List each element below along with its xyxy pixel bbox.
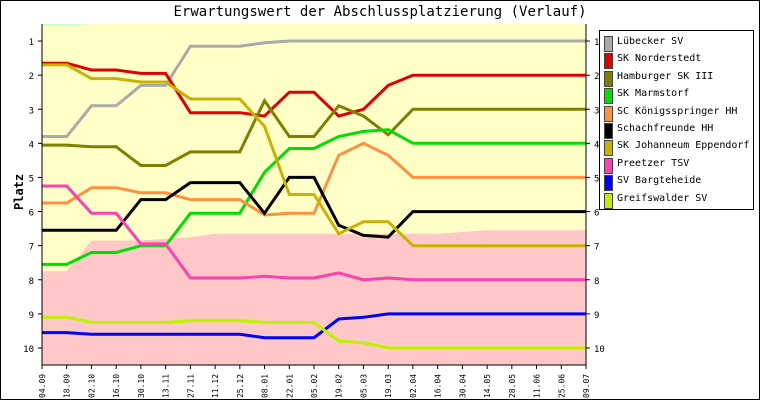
series-line-10 bbox=[42, 315, 586, 350]
legend-label: SK Johanneum Eppendorf bbox=[617, 140, 750, 152]
y-tick-label-right: 2 bbox=[594, 72, 599, 82]
x-tick-label: 25.12 bbox=[236, 374, 245, 398]
y-tick-label-right: 7 bbox=[594, 243, 599, 253]
legend-swatch bbox=[604, 70, 613, 87]
y-tick-label-right: 6 bbox=[594, 209, 599, 219]
legend-label: Preetzer TSV bbox=[617, 157, 690, 169]
series-line-9 bbox=[42, 312, 586, 340]
legend-swatch bbox=[604, 157, 613, 174]
axes: 1 1 2 2 3 3 4 4 5 5 6 6 7 7 8 8 9 9 10 10 04.09 18.09 02.10 16.… bbox=[23, 24, 605, 398]
x-tick-label: 13.11 bbox=[162, 374, 171, 398]
x-tick-label: 04.09 bbox=[38, 374, 47, 398]
x-tick-label: 05.02 bbox=[310, 374, 319, 398]
legend-item: SK Johanneum Eppendorf bbox=[604, 138, 754, 157]
x-tick-label: 05.03 bbox=[359, 374, 368, 398]
legend-item: SK Norderstedt bbox=[604, 51, 754, 70]
legend: Lübecker SV SK Norderstedt Hamburger SK II… bbox=[599, 30, 754, 210]
legend-item: SC Königsspringer HH bbox=[604, 104, 754, 122]
legend-item: SV Bargteheide bbox=[604, 173, 754, 192]
chart-title: Erwartungswert der Abschlussplatzierung … bbox=[173, 4, 587, 20]
series-line-2 bbox=[42, 61, 586, 118]
x-tick-label: 30.10 bbox=[137, 374, 146, 398]
x-tick-label: 02.10 bbox=[87, 374, 96, 398]
y-tick-label-right: 8 bbox=[594, 277, 599, 287]
legend-swatch bbox=[604, 53, 613, 70]
y-tick-label: 6 bbox=[29, 209, 34, 219]
x-tick-label: 08.01 bbox=[261, 374, 270, 398]
legend-swatch bbox=[604, 36, 613, 52]
y-tick-label: 10 bbox=[23, 345, 34, 355]
x-tick-label: 28.05 bbox=[508, 374, 517, 398]
series-line-5 bbox=[42, 141, 586, 217]
legend-label: Schachfreunde HH bbox=[617, 123, 714, 134]
legend-swatch bbox=[604, 175, 613, 192]
y-tick-label-right: 9 bbox=[594, 311, 599, 321]
series-line-7 bbox=[42, 63, 586, 248]
y-tick-label: 3 bbox=[29, 106, 34, 116]
y-tick-label: 5 bbox=[29, 174, 34, 184]
y-tick-label-right: 1 bbox=[594, 38, 599, 48]
series-line-3 bbox=[42, 97, 586, 167]
y-tick-label-right: 3 bbox=[594, 106, 599, 116]
legend-item: Lübecker SV bbox=[604, 34, 754, 52]
x-tick-label: 09.07 bbox=[582, 374, 591, 398]
y-tick-label-right: 10 bbox=[594, 345, 605, 355]
y-tick-label: 2 bbox=[29, 72, 34, 82]
legend-item: Hamburger SK III bbox=[604, 69, 754, 87]
x-tick-label: 30.04 bbox=[458, 374, 467, 398]
legend-label: Lübecker SV bbox=[617, 36, 684, 47]
x-tick-label: 11.12 bbox=[211, 374, 220, 398]
y-tick-label: 7 bbox=[29, 243, 34, 253]
x-tick-label: 27.11 bbox=[186, 374, 195, 398]
y-tick-label-right: 4 bbox=[594, 140, 599, 150]
legend-swatch bbox=[604, 105, 613, 122]
x-tick-label: 18.09 bbox=[63, 374, 72, 398]
legend-item: Preetzer TSV bbox=[604, 156, 754, 174]
legend-item: SK Marmstorf bbox=[604, 86, 754, 105]
x-tick-label: 02.04 bbox=[409, 374, 418, 398]
x-tick-label: 16.10 bbox=[112, 374, 121, 398]
y-tick-label-right: 5 bbox=[594, 174, 599, 184]
series-line-8 bbox=[42, 184, 586, 282]
band-bottom bbox=[42, 230, 586, 365]
x-tick-label: 25.06 bbox=[557, 374, 566, 398]
legend-swatch bbox=[604, 140, 613, 157]
legend-label: Greifswalder SV bbox=[617, 192, 708, 204]
legend-label: Hamburger SK III bbox=[617, 70, 714, 82]
series-line-6 bbox=[42, 175, 586, 239]
legend-label: SK Marmstorf bbox=[617, 88, 690, 100]
x-tick-label: 19.02 bbox=[335, 374, 344, 398]
series-line-1 bbox=[42, 39, 586, 138]
legend-label: SK Norderstedt bbox=[617, 53, 702, 65]
series-line-4 bbox=[42, 128, 586, 266]
legend-swatch bbox=[604, 123, 613, 139]
series-lines bbox=[42, 39, 586, 350]
legend-swatch bbox=[604, 192, 613, 209]
legend-label: SV Bargteheide bbox=[617, 175, 702, 187]
y-tick-label: 8 bbox=[29, 277, 34, 287]
legend-swatch bbox=[604, 88, 613, 105]
x-tick-label: 19.03 bbox=[384, 374, 393, 398]
x-tick-label: 11.06 bbox=[533, 374, 542, 398]
y-tick-label: 9 bbox=[29, 311, 34, 321]
y-tick-label: 4 bbox=[29, 140, 34, 150]
legend-label: SC Königsspringer HH bbox=[617, 105, 738, 117]
x-tick-label: 14.05 bbox=[483, 374, 492, 398]
x-tick-label: 22.01 bbox=[285, 374, 294, 398]
legend-item: Schachfreunde HH bbox=[604, 121, 754, 139]
legend-item: Greifswalder SV bbox=[604, 191, 754, 209]
x-tick-label: 16.04 bbox=[434, 374, 443, 398]
y-tick-label: 1 bbox=[29, 38, 34, 48]
